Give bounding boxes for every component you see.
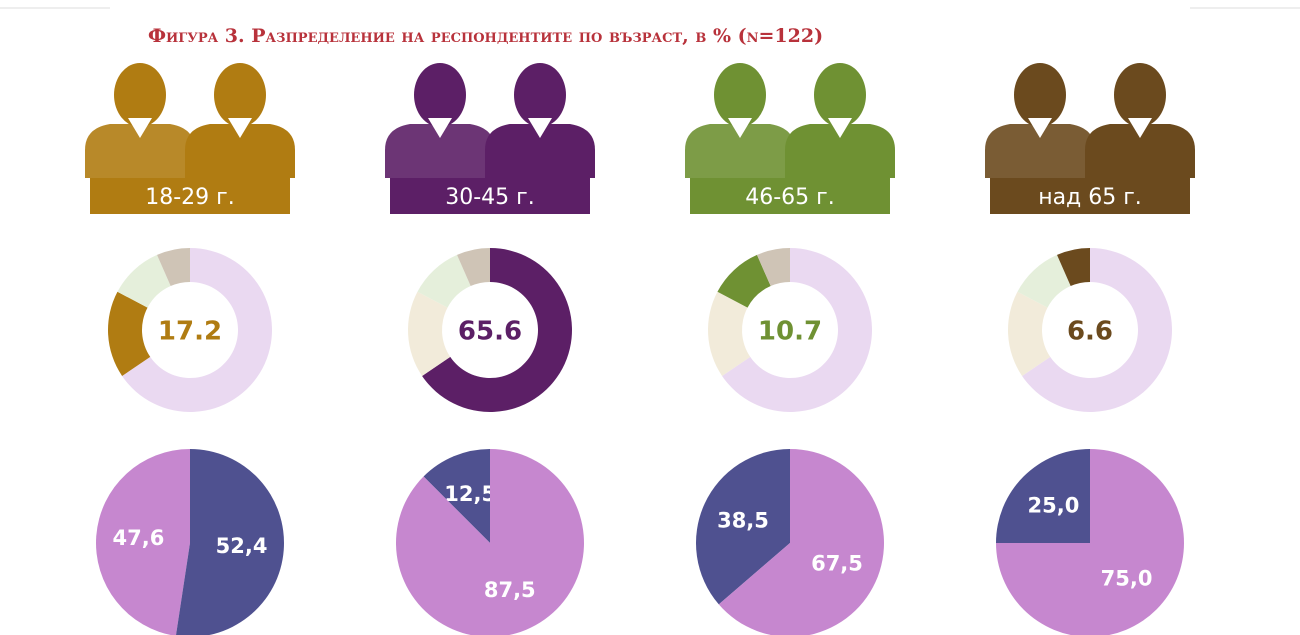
pie-slice — [176, 449, 284, 635]
person-neck — [128, 118, 152, 138]
person-head — [414, 63, 466, 127]
age-banner — [990, 178, 1190, 214]
person-neck — [428, 118, 452, 138]
donut-segment — [1022, 248, 1172, 413]
person-neck — [1128, 118, 1152, 138]
person-body — [485, 124, 595, 178]
person-head — [114, 63, 166, 127]
donut-segment — [722, 248, 873, 412]
pie-label: 67,5 — [811, 552, 863, 576]
donut-segment — [422, 248, 572, 412]
age-banner — [690, 178, 890, 214]
donut-segment — [717, 254, 771, 308]
pie-slice — [96, 449, 190, 635]
donut-segment — [1017, 254, 1071, 308]
pie-slice — [423, 449, 490, 543]
donut-segment — [1056, 248, 1090, 287]
person-body — [785, 124, 895, 178]
person-body — [985, 124, 1095, 178]
donut-segment — [756, 248, 790, 287]
pie-label: 52,4 — [216, 534, 268, 558]
donut-segment — [417, 254, 471, 308]
donut-segment — [1008, 291, 1051, 376]
donut-segment — [456, 248, 490, 287]
donut-value: 65.6 — [458, 317, 522, 347]
age-banner — [90, 178, 290, 214]
person-head — [514, 63, 566, 127]
person-body — [85, 124, 195, 178]
person-neck — [1028, 118, 1052, 138]
donut-value: 6.6 — [1067, 317, 1113, 347]
age-label: над 65 г. — [1038, 185, 1142, 210]
age-label: 46-65 г. — [745, 185, 834, 210]
person-neck — [828, 118, 852, 138]
person-body — [685, 124, 795, 178]
donut-value: 17.2 — [158, 317, 222, 347]
pie-label: 87,5 — [484, 578, 536, 602]
pie-label: 12,5 — [444, 482, 496, 506]
person-head — [214, 63, 266, 127]
donut-segment — [708, 291, 751, 376]
pie-label: 38,5 — [717, 508, 769, 532]
donut-segment — [117, 254, 171, 308]
person-neck — [728, 118, 752, 138]
person-body — [1085, 124, 1195, 178]
pie-slice — [996, 449, 1090, 543]
pie-label: 47,6 — [113, 526, 165, 550]
donut-segment — [407, 291, 451, 376]
donut-value: 10.7 — [758, 317, 822, 347]
age-label: 30-45 г. — [445, 185, 534, 210]
pie-slice — [996, 449, 1184, 635]
person-body — [385, 124, 495, 178]
person-neck — [228, 118, 252, 138]
pie-slice — [696, 449, 790, 605]
age-label: 18-29 г. — [145, 185, 234, 210]
pie-label: 25,0 — [1028, 493, 1080, 517]
person-head — [1114, 63, 1166, 127]
person-head — [814, 63, 866, 127]
age-banner — [390, 178, 590, 214]
person-head — [714, 63, 766, 127]
title: Фигура 3. Разпределение на респондентите… — [148, 25, 823, 47]
pie-slice — [718, 449, 884, 635]
pie-label: 75,0 — [1101, 567, 1153, 591]
donut-segment — [107, 291, 151, 376]
pie-slice — [396, 449, 584, 635]
person-body — [185, 124, 295, 178]
donut-segment — [122, 248, 272, 412]
person-neck — [528, 118, 552, 138]
person-head — [1014, 63, 1066, 127]
donut-segment — [156, 248, 190, 287]
